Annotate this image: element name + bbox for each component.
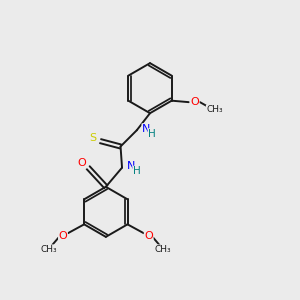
- Text: O: O: [144, 230, 153, 241]
- Text: H: H: [148, 129, 156, 139]
- Text: CH₃: CH₃: [40, 245, 57, 254]
- Text: N: N: [142, 124, 150, 134]
- Text: O: O: [58, 230, 67, 241]
- Text: O: O: [77, 158, 86, 168]
- Text: S: S: [90, 133, 97, 143]
- Text: CH₃: CH₃: [154, 245, 171, 254]
- Text: CH₃: CH₃: [206, 105, 223, 114]
- Text: O: O: [190, 97, 199, 107]
- Text: N: N: [127, 161, 136, 171]
- Text: H: H: [133, 166, 141, 176]
